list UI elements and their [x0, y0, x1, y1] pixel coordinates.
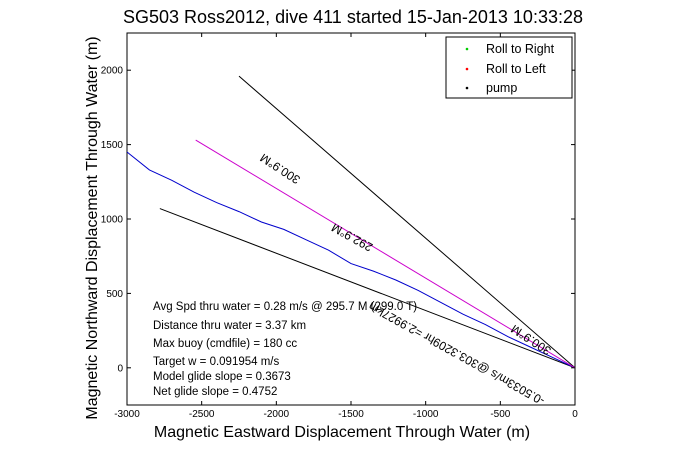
annotation-avg-speed: Avg Spd thru water = 0.28 m/s @ 295.7 M …	[153, 301, 417, 313]
y-axis-label: Magnetic Northward Displacement Through …	[84, 36, 101, 419]
legend-marker-roll-right	[465, 47, 469, 51]
x-tick-label: -2000	[264, 409, 290, 420]
x-tick-label: -1000	[413, 409, 439, 420]
y-tick-label: 1000	[101, 215, 124, 226]
x-axis: -3000 -2500 -2000 -1500 -1000 -500 0	[114, 33, 578, 420]
x-tick-label: 0	[572, 409, 578, 420]
reference-line	[238, 75, 575, 369]
annotation-model-glide-slope: Model glide slope = 0.3673	[153, 371, 291, 383]
legend-label-roll-left: Roll to Left	[486, 62, 546, 76]
series-line	[195, 139, 575, 369]
annotation-target-w: Target w = 0.091954 m/s	[153, 356, 280, 368]
y-tick-label: 2000	[101, 66, 124, 77]
y-tick-label: 1500	[101, 140, 124, 151]
annotation-net-glide-slope: Net glide slope = 0.4752	[153, 386, 277, 398]
annotation-distance: Distance thru water = 3.37 km	[153, 320, 306, 332]
x-tick-label: -1500	[338, 409, 364, 420]
reference-line	[159, 208, 575, 369]
y-axis: 0 500 1000 1500 2000	[101, 66, 575, 374]
legend-label-roll-right: Roll to Right	[486, 42, 555, 56]
legend-marker-roll-left	[465, 67, 469, 71]
x-tick-label: -500	[490, 409, 510, 420]
y-tick-label: 0	[117, 363, 123, 374]
y-tick-label: 500	[106, 289, 123, 300]
annotation-max-buoy: Max buoy (cmdfile) = 180 cc	[153, 338, 297, 350]
legend-label-pump: pump	[486, 81, 517, 95]
x-tick-label: -3000	[114, 409, 140, 420]
x-axis-label: Magnetic Eastward Displacement Through W…	[154, 424, 530, 441]
legend-marker-pump	[465, 86, 469, 90]
series-line	[127, 151, 575, 369]
x-tick-label: -2500	[189, 409, 215, 420]
chart-title: SG503 Ross2012, dive 411 started 15-Jan-…	[123, 7, 583, 27]
legend: Roll to Right Roll to Left pump	[445, 36, 573, 99]
stats-annotations: Avg Spd thru water = 0.28 m/s @ 295.7 M …	[153, 301, 417, 398]
